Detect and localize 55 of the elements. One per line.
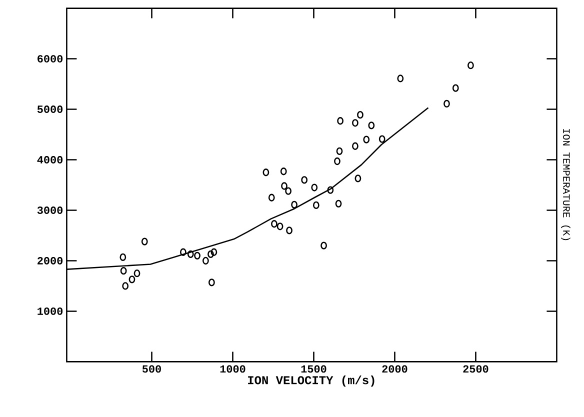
point [291, 200, 298, 209]
point [281, 182, 288, 190]
point [378, 135, 386, 143]
y-tick-label: 3000 [37, 206, 63, 214]
point [141, 238, 148, 246]
point [357, 110, 364, 119]
y-tick-label: 6000 [38, 55, 63, 63]
point [320, 242, 327, 250]
point [286, 226, 292, 234]
x-tick-label: 1000 [220, 365, 246, 373]
x-tick-label: 2000 [382, 365, 408, 373]
y-tick-label: 4000 [37, 156, 63, 164]
point [354, 174, 362, 182]
point [337, 117, 344, 125]
point [120, 253, 126, 262]
point [452, 84, 459, 92]
point [120, 266, 127, 275]
point [363, 136, 370, 144]
x-tick-label: 500 [142, 365, 161, 373]
point [368, 122, 375, 130]
point [208, 278, 215, 286]
point [352, 119, 358, 127]
point [128, 276, 136, 284]
point [444, 100, 450, 108]
point [280, 168, 287, 176]
y-axis-title: ION TEMPERATURE (K) [561, 129, 570, 240]
point [352, 142, 358, 150]
point [208, 250, 214, 258]
point [187, 250, 194, 258]
point [335, 200, 342, 208]
x-axis-title: ION VELOCITY (m/s) [248, 376, 374, 387]
y-tick-label: 5000 [37, 106, 63, 113]
y-tick-label: 1000 [38, 308, 63, 315]
point [311, 184, 318, 192]
point [285, 187, 292, 195]
point [468, 62, 474, 70]
point [262, 168, 270, 176]
point [301, 176, 308, 184]
point [134, 270, 140, 278]
point [276, 222, 284, 230]
point [122, 282, 129, 290]
point [271, 220, 278, 228]
point [180, 248, 186, 256]
point [336, 147, 343, 156]
point [334, 157, 340, 166]
x-tick-label: 1500 [301, 365, 326, 373]
point [210, 248, 218, 256]
point [312, 201, 320, 210]
y-tick-label: 2000 [38, 257, 63, 264]
point [202, 256, 209, 265]
x-tick-label: 2500 [463, 365, 488, 373]
point [327, 186, 334, 194]
point [268, 194, 275, 202]
point [397, 74, 404, 82]
point [194, 252, 200, 260]
